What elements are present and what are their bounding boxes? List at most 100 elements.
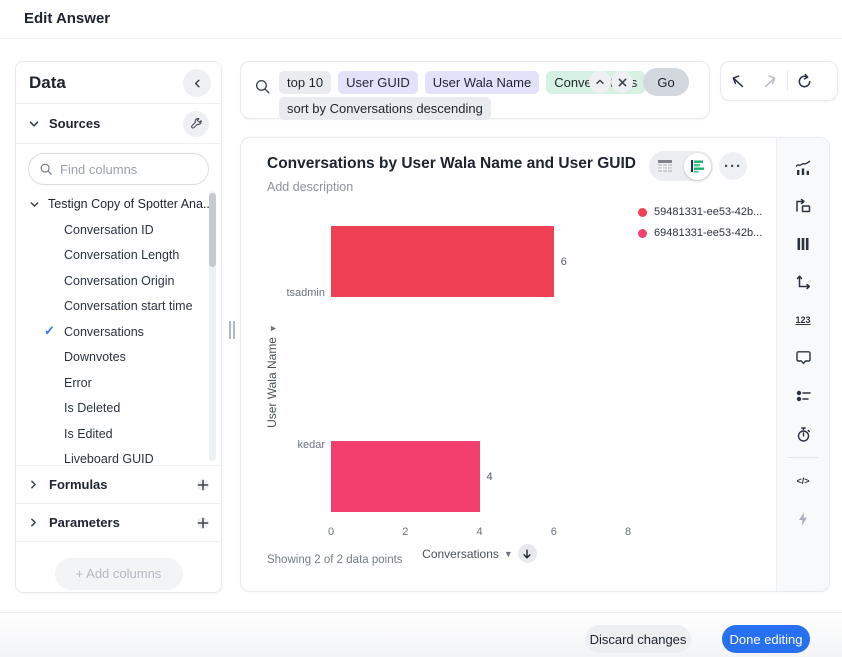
done-editing-button[interactable]: Done editing [722, 625, 810, 653]
reset-icon [796, 73, 813, 90]
collapse-panel-button[interactable] [183, 69, 211, 97]
bar-kedar[interactable]: 4 [331, 441, 493, 512]
close-icon [618, 78, 627, 87]
search-token[interactable]: top 10 [279, 71, 332, 94]
add-formula-button[interactable] [197, 478, 209, 491]
caret-down-icon: ▼ [503, 548, 513, 559]
column-item[interactable]: Error [64, 375, 92, 390]
columns-button[interactable] [786, 225, 820, 263]
token-row-2: sort by Conversations descending [279, 97, 491, 120]
column-item[interactable]: Downvotes [64, 350, 126, 365]
chart-view-button[interactable] [681, 151, 713, 181]
legend-style-icon [795, 389, 812, 403]
clear-search-button[interactable] [611, 71, 633, 93]
pin-to-liveboard-button[interactable] [786, 187, 820, 225]
divider [787, 71, 788, 91]
go-button[interactable]: Go [643, 68, 689, 96]
add-parameter-button[interactable] [197, 516, 209, 529]
columns-icon [795, 236, 811, 252]
find-columns-placeholder: Find columns [60, 161, 138, 177]
tooltip-icon [795, 350, 812, 366]
column-tree: Testign Copy of Spotter Ana... Conversat… [16, 191, 221, 465]
divider [788, 457, 818, 458]
column-list: Conversation ID Conversation Length Conver… [16, 217, 221, 465]
table-view-button[interactable] [649, 151, 681, 181]
scrollbar-thumb[interactable] [209, 193, 216, 267]
viz-description-placeholder[interactable]: Add description [267, 180, 354, 194]
formulas-label: Formulas [49, 477, 108, 492]
parameters-row[interactable]: Parameters [16, 503, 221, 541]
chart-config-button[interactable] [786, 149, 820, 187]
scrollbar-track[interactable] [209, 191, 216, 461]
sort-descending-button[interactable] [517, 544, 537, 563]
table-icon [657, 159, 673, 173]
formulas-row[interactable]: Formulas [16, 465, 221, 503]
spotiq-button[interactable] [786, 500, 820, 538]
axes-button[interactable] [786, 263, 820, 301]
column-item[interactable]: Conversation ID [64, 222, 154, 237]
pin-to-liveboard-icon [794, 197, 812, 215]
legend-item[interactable]: 59481331-ee53-42b... [638, 206, 762, 218]
column-item[interactable]: Is Edited [64, 426, 113, 441]
check-icon: ✓ [44, 323, 55, 338]
legend-dot [638, 228, 647, 238]
search-token[interactable]: User GUID [338, 71, 418, 94]
data-panel-header: Data [16, 62, 221, 104]
more-options-button[interactable]: ··· [719, 152, 747, 180]
chevron-left-icon [192, 78, 203, 89]
search-token[interactable]: sort by Conversations descending [279, 97, 491, 120]
bar-tsadmin[interactable]: 6 [331, 226, 567, 297]
chart-config-icon [794, 159, 812, 177]
column-item[interactable]: ✓ Conversations [44, 323, 144, 339]
source-name: Testign Copy of Spotter Ana... [48, 197, 214, 211]
category-label: tsadmin [286, 287, 325, 299]
legend-dot [638, 207, 647, 217]
page-title: Edit Answer [24, 10, 111, 27]
panel-resize-handle[interactable] [229, 321, 237, 339]
search-icon [39, 162, 53, 176]
parameters-label: Parameters [49, 515, 120, 530]
search-token[interactable]: User Wala Name [424, 71, 540, 94]
number-format-button[interactable]: 123 [786, 301, 820, 339]
reset-button[interactable] [788, 61, 821, 101]
tooltip-button[interactable] [786, 339, 820, 377]
column-item[interactable]: Is Deleted [64, 401, 121, 416]
table-chart-toggle [649, 151, 713, 181]
collapse-search-button[interactable] [589, 71, 611, 93]
column-item[interactable]: Conversation Origin [64, 273, 175, 288]
legend-item[interactable]: 69481331-ee53-42b... [638, 227, 762, 239]
find-columns-input[interactable]: Find columns [28, 153, 209, 185]
chevron-right-icon [28, 479, 39, 490]
edit-footer: Discard changes Done editing [0, 612, 842, 657]
yaxis-label[interactable]: User Wala Name▼ [265, 324, 279, 428]
column-item[interactable]: Liveboard GUID [64, 452, 154, 465]
legend-style-button[interactable] [786, 377, 820, 415]
sources-row[interactable]: Sources [16, 104, 221, 144]
number-format-icon: 123 [795, 315, 811, 325]
app-header: Edit Answer [0, 0, 842, 39]
code-icon: </> [796, 476, 810, 486]
sources-label: Sources [49, 116, 101, 131]
viz-title: Conversations by User Wala Name and User… [267, 155, 636, 172]
category-label: kedar [297, 439, 325, 451]
chevron-down-icon [29, 199, 40, 210]
add-columns-button[interactable]: + Add columns [54, 557, 183, 590]
ellipsis-icon: ··· [724, 157, 742, 175]
xaxis-label[interactable]: Conversations [422, 546, 499, 561]
timer-icon [795, 426, 812, 443]
discard-changes-button[interactable]: Discard changes [585, 625, 691, 653]
caret-icon: ▼ [268, 324, 278, 333]
column-item[interactable]: Conversation Length [64, 248, 180, 263]
source-tree-group[interactable]: Testign Copy of Spotter Ana... [16, 191, 221, 217]
bar-value-label: 4 [486, 470, 493, 483]
manage-sources-button[interactable] [183, 110, 209, 137]
plus-icon [197, 517, 209, 529]
timer-button[interactable] [786, 415, 820, 453]
find-columns-wrap: Find columns [16, 144, 221, 191]
redo-icon [762, 73, 779, 90]
undo-button[interactable] [721, 61, 754, 101]
code-button[interactable]: </> [786, 462, 820, 500]
column-item[interactable]: Conversation start time [64, 299, 193, 314]
redo-button[interactable] [754, 61, 787, 101]
